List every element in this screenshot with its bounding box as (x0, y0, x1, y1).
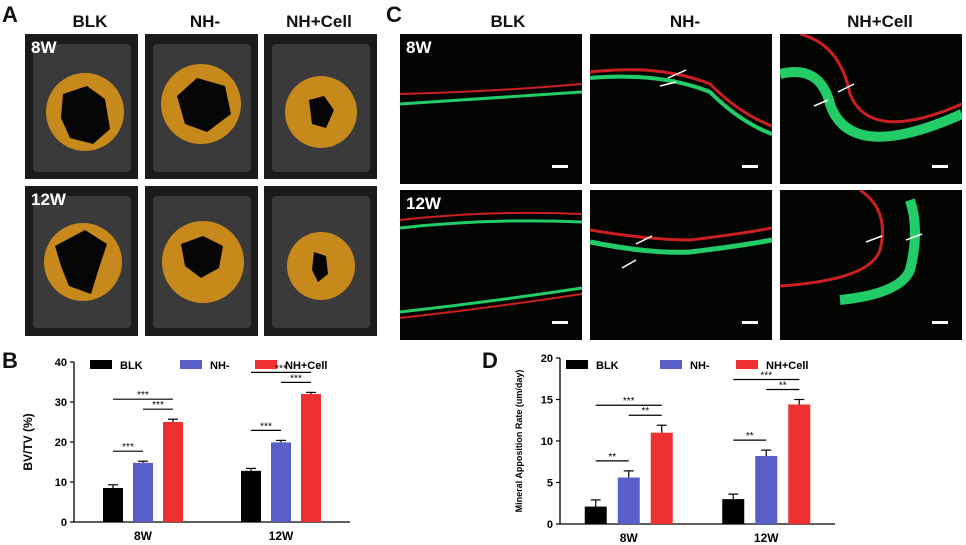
chart-b-ytick-label: 10 (55, 477, 67, 489)
chart-d-sig-label: ** (779, 381, 787, 392)
fluor-blk-8w-image (400, 83, 582, 106)
chart-b-legend-swatch (180, 360, 202, 369)
scale-bar (552, 165, 568, 168)
chart-d-sig-label: ** (608, 452, 616, 463)
chart-b-sig-label: *** (137, 390, 149, 401)
panel-b-letter: B (2, 348, 18, 373)
chart-b-sig-label: *** (260, 421, 272, 432)
microct-nhcell-8w (264, 34, 377, 179)
chart-d-bar (755, 455, 778, 524)
chart-d-legend-label: BLK (596, 360, 619, 372)
chart-b-bar (103, 488, 123, 522)
chart-b-bar (133, 462, 153, 522)
fluor-nhcell-12w (780, 190, 962, 340)
chart-b-sig-label: *** (290, 373, 302, 384)
panel-a-letter: A (2, 2, 18, 27)
chart-d-bar (617, 477, 640, 524)
fluor-nhcell-8w (780, 34, 962, 184)
panel-c-row-12w: 12W (406, 194, 441, 213)
scale-bar (742, 321, 758, 324)
panel-c-col-blk: BLK (490, 12, 526, 31)
chart-d-bar (788, 404, 811, 524)
chart-d-ytick-label: 15 (541, 395, 553, 407)
fluor-nh-12w (590, 190, 772, 340)
chart-b-legend-swatch (255, 360, 277, 369)
chart-d-bar (650, 432, 673, 524)
panel-a-col-blk: BLK (72, 12, 108, 31)
chart-d-sig-label: *** (623, 396, 635, 407)
chart-b-bar (241, 470, 261, 522)
chart-b-ytick-label: 20 (55, 437, 67, 449)
scale-bar (932, 321, 948, 324)
chart-b-ytick-label: 0 (61, 517, 67, 529)
chart-b-sig-label: *** (275, 363, 287, 374)
chart-d-legend-label: NH- (690, 360, 710, 372)
chart-d-legend-swatch (660, 360, 682, 369)
microct-blk-8w-image (33, 44, 131, 172)
panel-a-col-nh: NH- (189, 12, 221, 31)
panel-c-col-nh: NH- (669, 12, 701, 31)
chart-b-legend-label: BLK (120, 360, 143, 372)
chart-d-xtick-label: 8W (620, 531, 639, 545)
chart-b-legend-label: NH- (210, 360, 230, 372)
chart-d-ytick-label: 10 (541, 436, 553, 448)
microct-nh-12w (145, 186, 258, 336)
fluor-blk-12w-image (400, 211, 582, 319)
microct-nh-12w-image (153, 196, 251, 328)
chart-d-xtick-label: 12W (754, 531, 779, 545)
fluor-nh-12w-image (590, 226, 772, 269)
chart-b-bar (163, 422, 183, 522)
microct-blk-12w-image (33, 196, 131, 328)
chart-d-ytick-label: 0 (547, 519, 553, 531)
panel-a-col-nhcell: NH+Cell (286, 12, 352, 31)
chart-d-bar (722, 499, 745, 524)
chart-d-sig-label: ** (641, 406, 649, 417)
fluor-nhcell-8w-image (780, 34, 962, 142)
microct-blk-8w: 8W (25, 34, 138, 179)
chart-d-ytick-label: 5 (547, 478, 553, 490)
chart-d-ytick-label: 20 (541, 353, 553, 365)
chart-d-ylabel: Mineral Apposition Rate (um/day) (514, 370, 524, 513)
chart-b-bar (301, 394, 321, 522)
microct-nh-8w-image (153, 44, 251, 172)
panel-c-letter: C (386, 2, 402, 27)
microct-blk-12w: 12W (25, 186, 138, 336)
chart-b-xtick-label: 8W (134, 529, 153, 543)
fluor-nh-8w (590, 34, 772, 184)
chart-d-sig-label: *** (760, 371, 772, 382)
panel-a-row-12w: 12W (31, 190, 66, 209)
chart-d-legend-label: NH+Cell (766, 360, 809, 372)
chart-b-bar (271, 442, 291, 522)
microct-nhcell-8w-image (272, 44, 370, 172)
chart-b-sig-label: *** (152, 400, 164, 411)
fluor-nh-8w-image (590, 68, 772, 136)
microct-nhcell-12w-image (272, 196, 370, 328)
panel-d-letter: D (482, 348, 498, 373)
chart-b-legend-label: NH+Cell (285, 360, 328, 372)
fluor-blk-8w: 8W (400, 34, 582, 184)
chart-d-bar (584, 506, 607, 524)
chart-d-sig-label: ** (746, 431, 754, 442)
microct-nh-8w (145, 34, 258, 179)
chart-b-xtick-label: 12W (269, 529, 294, 543)
chart-b-ylabel: BV/TV (%) (21, 413, 35, 470)
chart-b-sig-label: *** (122, 442, 134, 453)
chart-b-ytick-label: 40 (55, 357, 67, 369)
scale-bar (552, 321, 568, 324)
chart-b-legend-swatch (90, 360, 112, 369)
chart-b-ytick-label: 30 (55, 397, 67, 409)
chart-d-legend-swatch (736, 360, 758, 369)
chart-d-legend-swatch (566, 360, 588, 369)
fluor-nhcell-12w-image (780, 190, 923, 305)
fluor-blk-12w: 12W (400, 190, 582, 340)
panel-a-row-8w: 8W (31, 38, 57, 57)
panel-c-col-nhcell: NH+Cell (847, 12, 913, 31)
scale-bar (932, 165, 948, 168)
scale-bar (742, 165, 758, 168)
chart-d: 0 5 10 15 20 Mineral Apposition Rate (um/day)… (514, 353, 835, 545)
microct-nhcell-12w (264, 186, 377, 336)
panel-c-row-8w: 8W (406, 38, 432, 57)
